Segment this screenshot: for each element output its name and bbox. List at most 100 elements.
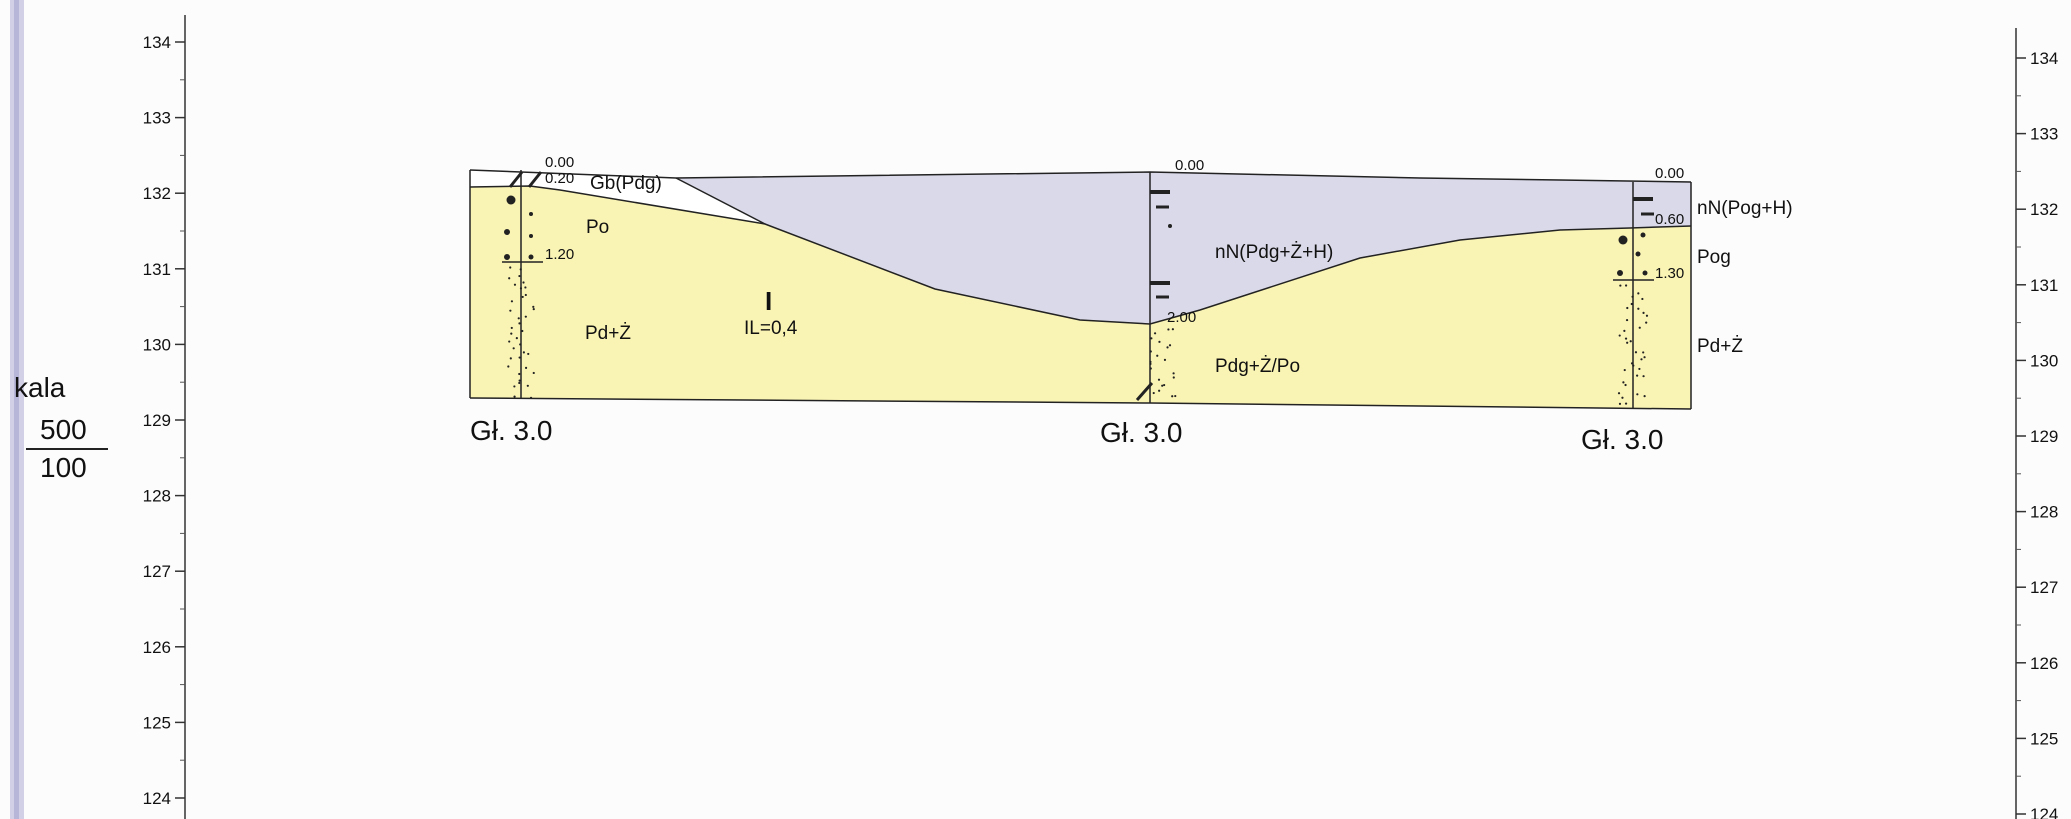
borehole-1-gravel-dot bbox=[528, 254, 534, 260]
sand-texture-dot bbox=[1640, 358, 1643, 361]
soil-label-pd-z-right: Pd+Ż bbox=[1697, 336, 1743, 357]
sand-texture-dot bbox=[519, 268, 522, 271]
soil-label-pog: Pog bbox=[1697, 247, 1731, 268]
sand-texture-dot bbox=[529, 396, 533, 399]
borehole-1-groundwater-mark-2 bbox=[527, 171, 543, 188]
sand-texture-dot bbox=[1163, 383, 1166, 387]
sand-texture-dot bbox=[1623, 329, 1626, 333]
borehole-3-gravel-dot bbox=[1640, 232, 1646, 238]
left-axis-tick-label: 129 bbox=[143, 411, 171, 430]
right-axis-tick-label: 132 bbox=[2030, 200, 2058, 219]
borehole-2-top-depth: 0.00 bbox=[1175, 157, 1204, 174]
sand-texture-dot bbox=[512, 347, 515, 350]
left-axis-tick-label: 127 bbox=[143, 562, 171, 581]
sand-texture-dot bbox=[1149, 360, 1152, 363]
sand-texture-dot bbox=[508, 277, 511, 280]
sand-texture-dot bbox=[1630, 362, 1634, 365]
sand-texture-dot bbox=[1158, 389, 1161, 392]
sand-texture-dot bbox=[522, 351, 525, 354]
borehole-2-mark-0: 2.00 bbox=[1167, 309, 1196, 326]
sand-texture-dot bbox=[1643, 356, 1646, 359]
right-axis-tick-label: 125 bbox=[2030, 729, 2058, 748]
sand-texture-dot bbox=[1171, 395, 1174, 398]
borehole-1-depth-label: Gł. 3.0 bbox=[470, 415, 552, 446]
right-axis-tick-label: 124 bbox=[2030, 805, 2058, 819]
borehole-3-mark-1: 1.30 bbox=[1655, 265, 1684, 282]
borehole-1-mark-1: 1.20 bbox=[545, 246, 574, 263]
sand-texture-dot bbox=[513, 283, 517, 286]
soil-label-il-value: IL=0,4 bbox=[744, 318, 798, 339]
borehole-1-gravel-dot bbox=[506, 195, 516, 205]
right-axis-tick-label: 126 bbox=[2030, 654, 2058, 673]
sand-texture-dot bbox=[524, 315, 527, 318]
borehole-2-depth-label: Gł. 3.0 bbox=[1100, 417, 1182, 448]
borehole-2-sand-dots bbox=[1149, 328, 1177, 398]
borehole-3-top-depth: 0.00 bbox=[1655, 165, 1684, 182]
sand-texture-dot bbox=[1149, 362, 1152, 366]
sand-texture-dot bbox=[526, 384, 529, 387]
sand-texture-dot bbox=[1636, 374, 1639, 377]
sand-texture-dot bbox=[1645, 314, 1649, 317]
sand-texture-dot bbox=[508, 340, 511, 343]
topsoil-layer bbox=[470, 170, 765, 224]
left-axis-tick-label: 132 bbox=[143, 184, 171, 203]
sand-texture-dot bbox=[1157, 378, 1161, 381]
sand-texture-dot bbox=[521, 329, 524, 333]
sand-texture-dot bbox=[518, 322, 521, 325]
sand-texture-dot bbox=[1622, 381, 1625, 384]
sand-texture-dot bbox=[1172, 372, 1175, 375]
sand-texture-dot bbox=[1621, 396, 1624, 399]
sand-texture-dot bbox=[1632, 364, 1635, 367]
right-axis-tick-label: 129 bbox=[2030, 427, 2058, 446]
sand-texture-dot bbox=[1642, 375, 1645, 378]
borehole-1-mark-0: 0.20 bbox=[545, 170, 574, 187]
borehole-1-groundwater-mark bbox=[508, 171, 524, 188]
sand-texture-dot bbox=[1623, 368, 1626, 372]
borehole-1-gravel-dot bbox=[529, 212, 533, 216]
right-axis-tick-label: 133 bbox=[2030, 125, 2058, 144]
soil-label-po: Po bbox=[586, 217, 609, 238]
soil-label-nn-center: nN(Pdg+Ż+H) bbox=[1215, 242, 1333, 263]
borehole-1: 0.00 0.20 1.20 Gł. 3.0 bbox=[470, 154, 574, 446]
scale-denominator: 100 bbox=[40, 452, 87, 483]
sand-texture-dot bbox=[1637, 307, 1640, 310]
borehole-3-gravel-dot bbox=[1618, 235, 1628, 245]
sand-texture-dot bbox=[1618, 334, 1621, 337]
sand-texture-dot bbox=[510, 300, 514, 303]
sand-texture-dot bbox=[1161, 384, 1164, 387]
sand-texture-dot bbox=[522, 281, 525, 284]
sand-texture-dot bbox=[519, 343, 522, 346]
sand-texture-dot bbox=[1626, 306, 1629, 310]
soil-label-pd-z-left: Pd+Ż bbox=[585, 323, 631, 344]
scan-edge-strip-inner bbox=[14, 0, 19, 819]
borehole-3: 0.00 0.60 1.30 Gł. 3.0 bbox=[1581, 165, 1684, 455]
scale-word: kala bbox=[14, 372, 66, 403]
soil-label-pdg-z-po: Pdg+Ż/Po bbox=[1215, 356, 1300, 377]
topsoil-wedge-line bbox=[675, 177, 766, 225]
soil-label-layer-index: I bbox=[765, 286, 772, 316]
soil-label-gb-pdg: Gb(Pdg) bbox=[590, 173, 662, 194]
right-axis-tick-label: 127 bbox=[2030, 578, 2058, 597]
sand-texture-dot bbox=[518, 356, 521, 359]
sand-texture-dot bbox=[1149, 367, 1152, 370]
sand-texture-dot bbox=[532, 305, 535, 308]
sand-texture-dot bbox=[1624, 337, 1628, 340]
sand-texture-dot bbox=[1631, 295, 1634, 298]
sand-texture-dot bbox=[515, 337, 518, 340]
sand-texture-dot bbox=[518, 381, 521, 385]
right-axis-tick-label: 134 bbox=[2030, 49, 2058, 68]
sand-texture-dot bbox=[517, 317, 520, 320]
borehole-1-gravel-dot bbox=[529, 234, 533, 238]
left-axis-tick-label: 134 bbox=[143, 33, 171, 52]
sand-texture-dot bbox=[521, 295, 524, 299]
sand-texture-dot bbox=[1634, 351, 1638, 354]
sand-texture-dot bbox=[1624, 402, 1628, 405]
right-elevation-axis: 134 133 132 131 130 129 128 127 126 125 124 bbox=[2015, 28, 2058, 819]
sand-texture-dot bbox=[1629, 340, 1632, 343]
sand-texture-dot bbox=[1636, 393, 1639, 396]
scale-numerator: 500 bbox=[40, 414, 87, 445]
sand-texture-dot bbox=[510, 332, 513, 335]
borehole-3-mark-0: 0.60 bbox=[1655, 211, 1684, 228]
sand-texture-dot bbox=[1172, 376, 1175, 379]
